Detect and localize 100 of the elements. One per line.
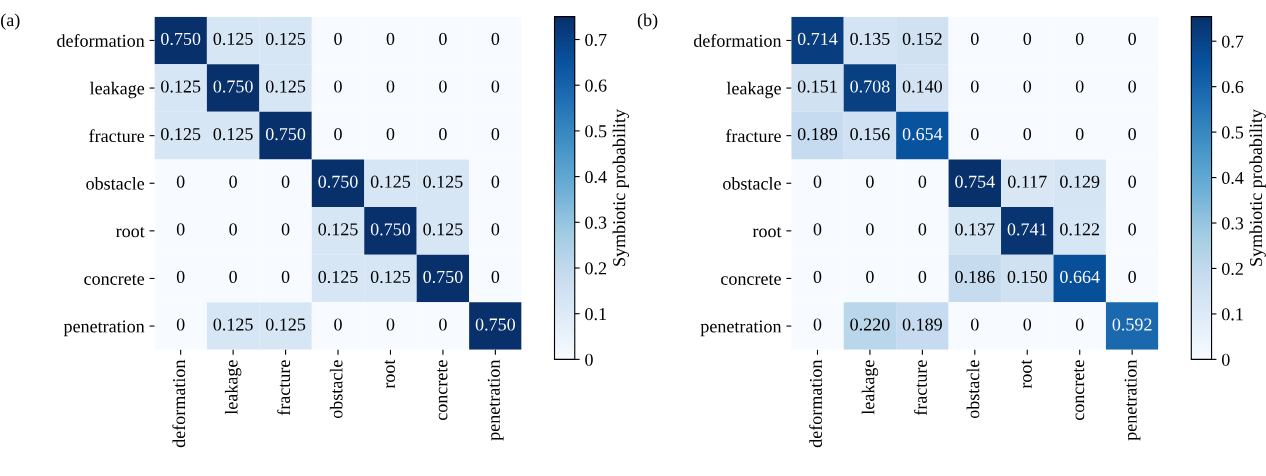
data-label: 0.125 bbox=[423, 223, 463, 236]
data-label: 0.137 bbox=[955, 223, 995, 236]
data-label: 0.125 bbox=[370, 175, 411, 188]
data-label: 0.125 bbox=[213, 318, 253, 331]
data-label: 0 bbox=[491, 175, 500, 188]
data-label: 0 bbox=[334, 127, 342, 141]
y-tick-label: leakage bbox=[726, 81, 781, 99]
data-label: 0.714 bbox=[797, 32, 838, 46]
data-label: 0.750 bbox=[161, 32, 201, 46]
data-label: 0.125 bbox=[213, 127, 253, 141]
data-label: 0.750 bbox=[370, 223, 411, 236]
data-label: 0.117 bbox=[1007, 175, 1047, 188]
y-tick-label: root bbox=[752, 226, 782, 238]
color-bar-label: 0 bbox=[1221, 353, 1230, 366]
data-label: 0 bbox=[491, 127, 500, 141]
data-label: 0 bbox=[439, 318, 447, 331]
data-label: 0.125 bbox=[423, 175, 463, 188]
color-bar-label: 0.4 bbox=[1221, 171, 1244, 185]
data-label: 0.741 bbox=[1007, 223, 1047, 236]
x-tick-label: penetration bbox=[487, 359, 504, 441]
y-tick-label: fracture bbox=[725, 129, 781, 143]
data-label: 0 bbox=[334, 80, 342, 93]
color-bar-title: Symbiotic probability bbox=[612, 109, 630, 266]
data-label: 0.150 bbox=[1007, 270, 1047, 284]
data-label: 0.189 bbox=[797, 127, 838, 141]
data-label: 0.135 bbox=[850, 32, 890, 46]
color-bar-title: Symbiotic probability bbox=[1249, 109, 1266, 266]
data-label: 0 bbox=[491, 223, 500, 236]
data-label: 0.708 bbox=[850, 80, 890, 93]
data-label: 0.125 bbox=[318, 223, 358, 236]
data-label: 0 bbox=[491, 80, 500, 93]
x-tick-label: obstacle bbox=[966, 360, 980, 419]
data-label: 0 bbox=[1023, 80, 1032, 93]
color-bar-label: 0.7 bbox=[1221, 35, 1244, 48]
data-label: 0 bbox=[1023, 32, 1032, 45]
data-label: 0.220 bbox=[850, 318, 890, 331]
y-tick-label: leakage bbox=[89, 81, 145, 99]
x-tick-label: root bbox=[1021, 359, 1032, 389]
x-tick-label: leakage bbox=[861, 360, 879, 415]
data-label: 0 bbox=[1075, 80, 1084, 93]
data-label: 0.750 bbox=[423, 270, 463, 284]
color-bar-label: 0.2 bbox=[1221, 262, 1243, 275]
data-label: 0 bbox=[176, 223, 185, 236]
data-label: 0 bbox=[1128, 270, 1136, 283]
data-label: 0.189 bbox=[902, 318, 942, 331]
color-bar-label: 0.6 bbox=[585, 79, 607, 92]
color-bar-label: 0.5 bbox=[1221, 126, 1244, 139]
color-bar-label: 0.7 bbox=[585, 33, 607, 47]
y-tick-label: concrete bbox=[84, 274, 145, 285]
data-label: 0 bbox=[1128, 223, 1136, 236]
data-label: 0 bbox=[970, 127, 979, 141]
data-label: 0.140 bbox=[902, 80, 942, 93]
color-bar-label: 0.1 bbox=[585, 307, 606, 321]
color-bar-label: 0.3 bbox=[585, 216, 607, 229]
data-label: 0.129 bbox=[1060, 175, 1100, 188]
data-label: 0 bbox=[229, 175, 237, 188]
data-label: 0 bbox=[813, 270, 822, 283]
color-bar-label: 0.5 bbox=[585, 125, 607, 138]
data-label: 0 bbox=[491, 32, 500, 45]
data-label: 0 bbox=[970, 318, 979, 331]
y-tick-label: penetration bbox=[63, 320, 145, 337]
data-label: 0.125 bbox=[213, 32, 253, 46]
data-label: 0.754 bbox=[955, 175, 995, 188]
color-bar-label: 0.4 bbox=[585, 170, 607, 184]
data-label: 0.125 bbox=[161, 80, 201, 93]
data-label: 0.125 bbox=[370, 270, 411, 284]
data-label: 0 bbox=[970, 80, 979, 93]
data-label: 0 bbox=[281, 270, 290, 283]
data-label: 0 bbox=[439, 127, 447, 141]
x-tick-label: concrete bbox=[437, 360, 448, 421]
data-label: 0.125 bbox=[161, 127, 201, 141]
y-tick-label: penetration bbox=[700, 320, 782, 337]
data-label: 0 bbox=[176, 318, 185, 331]
data-label: 0 bbox=[491, 270, 500, 283]
data-label: 0 bbox=[1128, 175, 1136, 188]
data-label: 0 bbox=[1023, 318, 1032, 331]
data-label: 0.156 bbox=[850, 127, 890, 141]
color-bar-label: 0.1 bbox=[1221, 308, 1243, 321]
data-label: 0.592 bbox=[1112, 318, 1152, 331]
chart-title: (b) bbox=[637, 13, 658, 30]
data-label: 0.664 bbox=[1060, 270, 1100, 284]
data-label: 0 bbox=[176, 175, 185, 188]
data-label: 0 bbox=[970, 32, 979, 45]
data-label: 0 bbox=[439, 32, 447, 45]
data-label: 0.125 bbox=[265, 32, 306, 46]
data-label: 0.152 bbox=[902, 32, 942, 46]
data-label: 0.122 bbox=[1060, 223, 1100, 236]
data-label: 0 bbox=[813, 318, 822, 331]
data-label: 0.654 bbox=[902, 127, 943, 141]
y-tick-label: deformation bbox=[57, 34, 145, 47]
y-tick-label: obstacle bbox=[723, 177, 781, 190]
data-label: 0 bbox=[386, 80, 395, 93]
data-label: 0 bbox=[866, 270, 874, 283]
data-label: 0 bbox=[1075, 127, 1084, 141]
data-label: 0.186 bbox=[955, 270, 995, 284]
x-tick-label: leakage bbox=[224, 360, 242, 415]
color-bar-label: 0.2 bbox=[585, 262, 607, 275]
data-label: 0 bbox=[439, 80, 447, 93]
y-tick-label: deformation bbox=[693, 34, 782, 47]
y-tick-label: root bbox=[116, 226, 145, 238]
